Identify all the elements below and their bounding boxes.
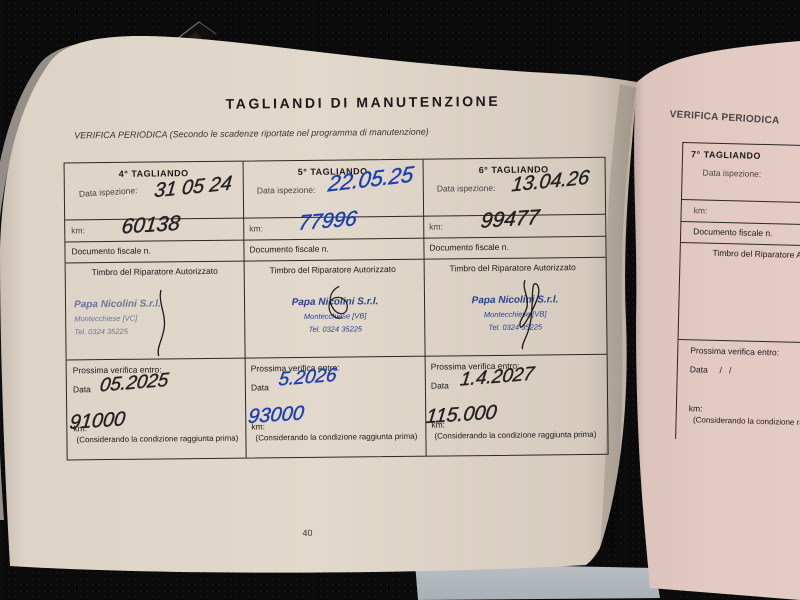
svg-text:5.2026: 5.2026 <box>277 365 338 391</box>
svg-text:1.4.2027: 1.4.2027 <box>459 363 537 390</box>
svg-text:77996: 77996 <box>297 207 359 235</box>
svg-text:93000: 93000 <box>247 402 305 428</box>
svg-text:60138: 60138 <box>120 212 181 239</box>
svg-text:22.05.25: 22.05.25 <box>326 161 416 197</box>
svg-text:99477: 99477 <box>480 206 542 233</box>
svg-text:115.000: 115.000 <box>425 402 498 429</box>
svg-text:31 05 24: 31 05 24 <box>153 172 233 202</box>
svg-text:91000: 91000 <box>68 408 126 434</box>
svg-text:05.2025: 05.2025 <box>99 370 171 397</box>
svg-text:13.04.26: 13.04.26 <box>511 166 592 196</box>
